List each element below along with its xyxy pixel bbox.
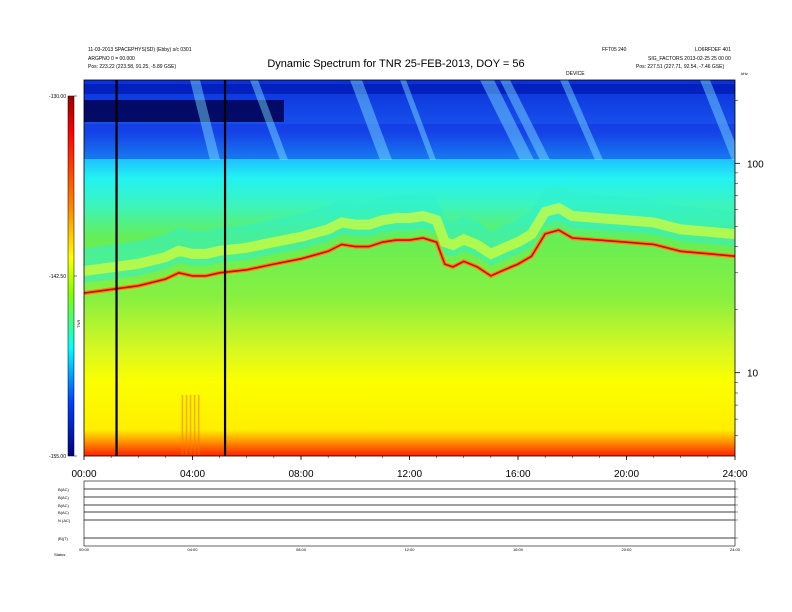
data-gap-markers <box>115 80 227 456</box>
lower-x-tick-label: 20:00 <box>621 547 632 552</box>
x-tick-label: 20:00 <box>614 469 639 480</box>
header-right-line-2: SIG_FACTORS 2013-02-25 25 00 00 <box>648 56 731 62</box>
header-device-label: DEVICE <box>566 71 585 77</box>
header-right-pos: Pos: 227.51 (227.71, 92.54, -7.46 GSE) <box>636 64 724 70</box>
colorbar <box>67 95 75 457</box>
spectral-streak <box>480 80 534 160</box>
lower-row-label: |B|(T) <box>58 536 69 541</box>
spectral-streak <box>500 80 550 160</box>
bottom-burst <box>189 395 192 455</box>
lower-x-tick-label: 08:00 <box>296 547 307 552</box>
lower-x-tick-label: 24:00 <box>730 547 741 552</box>
colorbar-tick-label: -142.50 <box>49 274 66 280</box>
dark-band <box>84 100 284 122</box>
lower-x-tick-label: 00:00 <box>79 547 90 552</box>
colorbar-label: TNR <box>76 320 81 328</box>
lower-x-tick-label: 16:00 <box>513 547 524 552</box>
x-tick-label: 24:00 <box>722 469 747 480</box>
header-left-pos-value: 223.22 (223.58, 91.25, -5.89 GSE) <box>99 64 177 70</box>
ridge-glow <box>84 202 735 277</box>
chart-title: Dynamic Spectrum for TNR 25-FEB-2013, DO… <box>267 58 525 70</box>
spectral-streak <box>560 80 603 160</box>
x-tick-label: 04:00 <box>180 469 205 480</box>
spectral-streak <box>190 80 220 160</box>
header-right-pos-label: Pos: <box>636 64 647 70</box>
bottom-burst <box>181 395 184 455</box>
lower-row-label: B(AC) <box>58 510 70 515</box>
lower-panel-traces: B(AC) B(AC) B(AC) B(AC) N (AC) |B|(T) 00:00 04:… <box>58 487 741 552</box>
header-left-pos-label: Pos: <box>88 64 99 70</box>
lower-x-tick-label: 12:00 <box>404 547 415 552</box>
y-tick-label: 100 <box>747 159 764 170</box>
spectrogram-features <box>84 80 735 455</box>
spectral-streak <box>350 80 392 160</box>
header-left-pos: Pos: 223.22 (223.58, 91.25, -5.89 GSE) <box>88 64 176 70</box>
header-right-top-1: FFT05 240 <box>602 47 627 53</box>
ridge-core <box>84 229 735 294</box>
colorbar-ticks: -130.00 -142.50 -155.00 <box>49 94 77 460</box>
lower-panel-frame <box>83 480 736 547</box>
header-left-line-2: ARGPNO 0 = 00.000 <box>88 56 135 62</box>
colorbar-tick-label: -130.00 <box>49 94 66 100</box>
lower-row-label: B(AC) <box>58 487 70 492</box>
top-band <box>84 84 735 94</box>
lower-row-label: N (AC) <box>58 518 71 523</box>
emission-ridge <box>84 180 735 296</box>
bottom-burst <box>193 395 196 455</box>
lower-panel-status-label: Status <box>54 552 65 557</box>
x-tick-label: 12:00 <box>397 469 422 480</box>
x-tick-label: 08:00 <box>288 469 313 480</box>
spectrogram <box>84 80 735 456</box>
lower-row-label: B(AC) <box>58 495 70 500</box>
header-right-pos-value: 227.51 (227.71, 92.54, -7.46 GSE) <box>647 64 725 70</box>
bottom-burst <box>185 395 188 455</box>
lower-x-tick-label: 04:00 <box>187 547 198 552</box>
spectral-streak <box>250 80 288 160</box>
spectral-streak <box>400 80 436 160</box>
colorbar-tick-label: -155.00 <box>49 454 66 460</box>
header-left-line-1: 11-03-2013 SPACEPHYS(SD) (Ebby) s/c 0301 <box>88 47 192 53</box>
y-axis-right: 10 100 <box>735 100 764 436</box>
header-right-top-2: LO6RFDEF 401 <box>695 47 731 53</box>
ridge-plume <box>84 180 735 284</box>
y-tick-label: 10 <box>747 369 759 380</box>
y-unit-label: kHz <box>741 71 748 76</box>
x-tick-label: 00:00 <box>71 469 96 480</box>
x-axis: 00:00 04:00 08:00 12:00 16:00 20:00 24:00 <box>71 456 748 480</box>
spectral-streak <box>700 80 735 160</box>
x-tick-label: 16:00 <box>505 469 530 480</box>
upper-blue-band <box>84 124 735 159</box>
lower-row-label: B(AC) <box>58 503 70 508</box>
bottom-burst <box>197 395 200 455</box>
